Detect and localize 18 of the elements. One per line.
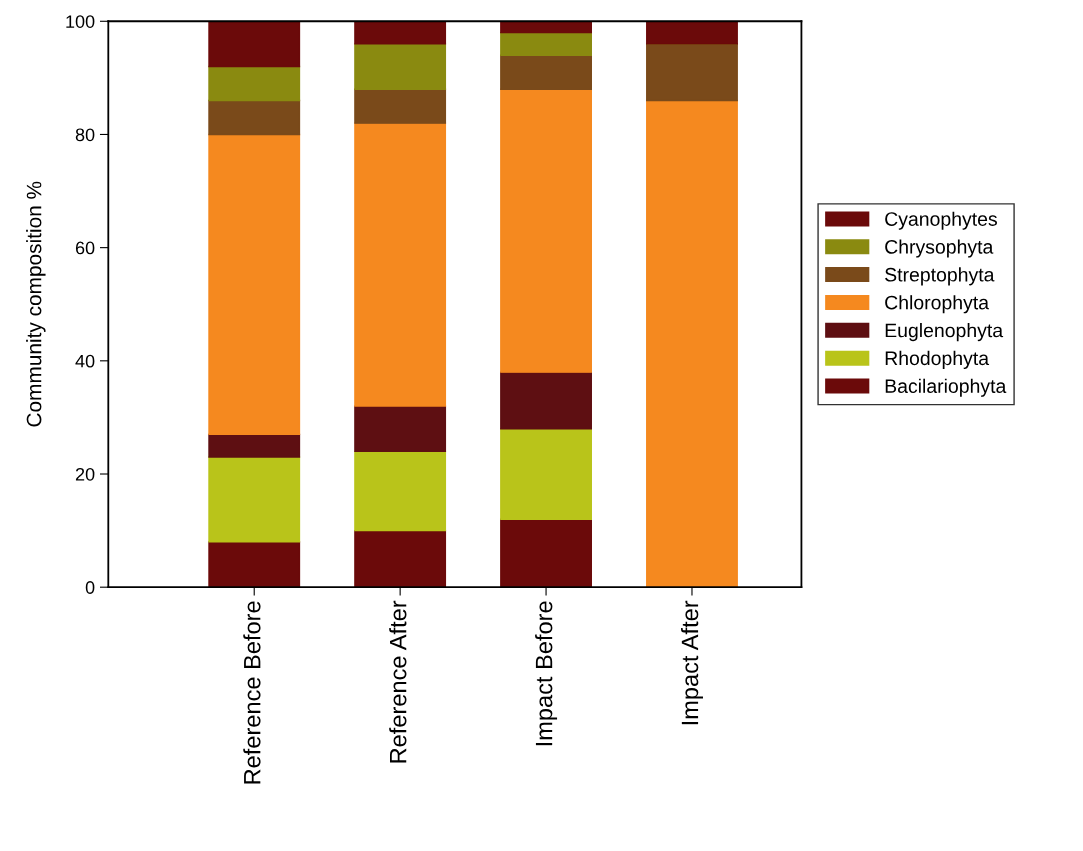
y-tick-label: 60	[75, 241, 95, 255]
y-axis-title: Community composition %	[26, 181, 46, 427]
legend-label: Rhodophyta	[885, 350, 990, 369]
x-tick-label: Impact After	[681, 600, 703, 725]
y-tick-label: 0	[85, 581, 95, 594]
legend-label: Chlorophyta	[885, 295, 990, 314]
y-tick-label: 20	[75, 467, 95, 481]
y-tick-label: 80	[75, 128, 95, 142]
y-tick-label: 40	[75, 354, 95, 368]
legend-label: Bacilariophyta	[885, 378, 1007, 397]
legend-label: Streptophyta	[885, 267, 995, 286]
y-tick-label: 100	[66, 15, 95, 28]
legend-label: Cyanophytes	[885, 211, 997, 230]
legend-label: Chrysophyta	[885, 239, 994, 258]
x-tick-label: Reference Before	[243, 601, 261, 784]
x-tick-label: Impact Before	[535, 601, 558, 746]
x-tick-label: Reference After	[389, 600, 407, 763]
legend-label: Euglenophyta	[885, 323, 1004, 342]
